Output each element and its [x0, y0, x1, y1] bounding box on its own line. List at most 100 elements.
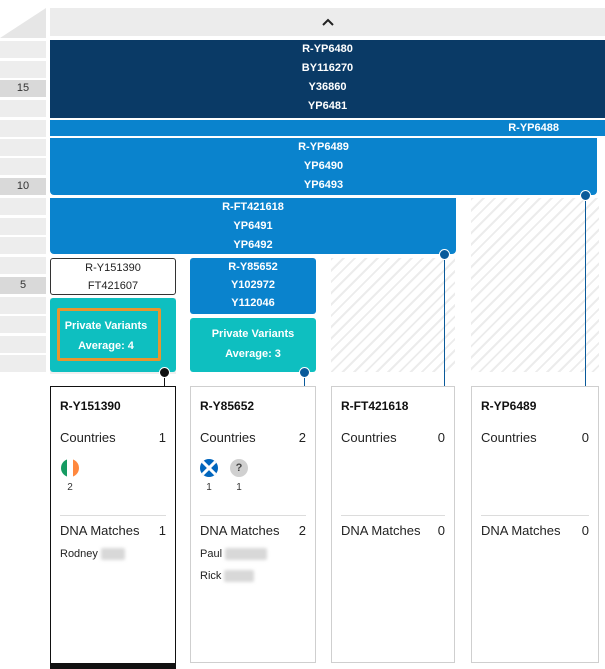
ireland-flag-icon[interactable]	[61, 459, 79, 477]
countries-label: Countries	[60, 430, 116, 445]
ruler-row	[0, 120, 46, 137]
haplogroup-block-r-yp6489[interactable]: R-YP6489 YP6490 YP6493	[50, 138, 597, 195]
ruler-row	[0, 139, 46, 156]
ruler-row	[0, 297, 46, 314]
haplogroup-block-r-ft421618[interactable]: R-FT421618 YP6491 YP6492	[50, 198, 456, 254]
blurred-surname	[224, 570, 255, 583]
ruler-row	[0, 198, 46, 215]
blurred-surname	[225, 548, 268, 561]
countries-row: Countries 1	[60, 430, 166, 445]
ruler-row	[0, 61, 46, 78]
haplogroup-block-r-y151390[interactable]: R-Y151390 FT421607	[50, 258, 176, 295]
ruler-row	[0, 41, 46, 58]
card-title: R-YP6489	[481, 399, 537, 413]
block-line: YP6481	[307, 100, 348, 112]
flag-count: 1	[236, 482, 242, 493]
branch-connector	[164, 373, 165, 387]
ruler-label-10: 10	[0, 178, 46, 195]
dna-matches-row: DNA Matches 1	[60, 523, 166, 538]
countries-count: 1	[158, 430, 166, 445]
ruler-row	[0, 218, 46, 235]
divider	[481, 515, 589, 516]
block-line: Y102972	[230, 279, 276, 291]
ruler-row	[0, 257, 46, 274]
branch-node-dot[interactable]	[159, 367, 170, 378]
block-line: Y112046	[231, 297, 275, 309]
private-variants-title: Private Variants	[211, 328, 295, 340]
card-title: R-Y151390	[60, 399, 121, 413]
ruler-row	[0, 355, 46, 372]
dna-matches-count: 1	[158, 523, 166, 538]
dna-matches-row: DNA Matches 0	[481, 523, 589, 538]
ruler-label-5: 5	[0, 277, 46, 294]
collapse-bar[interactable]	[50, 8, 605, 36]
countries-label: Countries	[200, 430, 256, 445]
private-variants-title: Private Variants	[64, 320, 148, 332]
dna-matches-label: DNA Matches	[60, 523, 140, 538]
countries-count: 0	[581, 430, 589, 445]
haplogroup-block-r-y85652[interactable]: R-Y85652 Y102972 Y112046	[190, 258, 316, 314]
haplogroup-card-r-yp6489[interactable]: R-YP6489 Countries 0 DNA Matches 0	[471, 386, 599, 663]
countries-row: Countries 2	[200, 430, 306, 445]
haplogroup-card-r-y85652[interactable]: R-Y85652 Countries 2 1 ? 1 DNA Matches 2…	[190, 386, 316, 663]
scotland-flag-icon[interactable]	[200, 459, 218, 477]
match-first-name: Rick	[200, 570, 222, 582]
branch-connector	[304, 373, 305, 387]
block-line: YP6493	[303, 179, 344, 191]
dna-matches-count: 0	[581, 523, 589, 538]
match-name[interactable]: Rodney	[60, 548, 125, 561]
empty-column-hatch	[331, 258, 455, 372]
match-name[interactable]: Rick	[200, 570, 255, 583]
branch-node-dot[interactable]	[299, 367, 310, 378]
block-line: R-FT421618	[222, 201, 284, 213]
block-line: R-Y85652	[228, 261, 278, 273]
blurred-surname	[100, 548, 125, 561]
ruler-row	[0, 100, 46, 117]
countries-count: 0	[437, 430, 445, 445]
match-first-name: Rodney	[60, 548, 98, 560]
block-line: R-Y151390	[85, 262, 141, 274]
branch-connector	[444, 255, 445, 387]
block-line: R-YP6480	[302, 43, 353, 55]
match-first-name: Paul	[200, 548, 223, 560]
flag-count: 1	[206, 482, 212, 493]
private-variants-panel-2[interactable]: Private Variants Average: 3	[190, 318, 316, 372]
branch-connector	[585, 196, 586, 387]
highlight-frame	[57, 308, 161, 361]
empty-column-hatch	[471, 198, 599, 372]
ruler-row	[0, 336, 46, 353]
dna-matches-label: DNA Matches	[341, 523, 421, 538]
branch-node-dot[interactable]	[439, 249, 450, 260]
countries-label: Countries	[341, 430, 397, 445]
ruler-corner	[0, 8, 46, 38]
dna-matches-count: 0	[437, 523, 445, 538]
divider	[200, 515, 306, 516]
countries-count: 2	[298, 430, 306, 445]
ruler-label-15: 15	[0, 80, 46, 97]
dna-matches-row: DNA Matches 0	[341, 523, 445, 538]
countries-row: Countries 0	[341, 430, 445, 445]
private-variants-panel-1[interactable]: Private Variants Average: 4	[50, 298, 176, 372]
ruler-row	[0, 316, 46, 333]
branch-node-dot[interactable]	[580, 190, 591, 201]
private-variants-average: Average: 4	[78, 340, 134, 352]
block-line: YP6490	[303, 160, 344, 172]
block-line: YP6492	[233, 239, 273, 251]
dna-matches-row: DNA Matches 2	[200, 523, 306, 538]
block-line: BY116270	[301, 62, 354, 74]
haplogroup-card-r-y151390[interactable]: R-Y151390 Countries 1 2 DNA Matches 1 Ro…	[50, 386, 176, 669]
unknown-country-icon[interactable]: ?	[230, 459, 248, 477]
private-variants-average: Average: 3	[225, 348, 281, 360]
chevron-up-icon[interactable]	[321, 14, 334, 30]
haplogroup-block-r-yp6488[interactable]: R-YP6488	[50, 120, 605, 136]
ruler-row	[0, 237, 46, 254]
match-name[interactable]: Paul	[200, 548, 268, 561]
dna-matches-label: DNA Matches	[481, 523, 561, 538]
selected-indicator	[50, 663, 176, 669]
haplogroup-block-r-yp6480[interactable]: R-YP6480 BY116270 Y36860 YP6481	[50, 40, 605, 118]
haplogroup-card-r-ft421618[interactable]: R-FT421618 Countries 0 DNA Matches 0	[331, 386, 455, 663]
dna-matches-count: 2	[298, 523, 306, 538]
countries-row: Countries 0	[481, 430, 589, 445]
flag-count: 2	[67, 482, 73, 493]
divider	[60, 515, 166, 516]
